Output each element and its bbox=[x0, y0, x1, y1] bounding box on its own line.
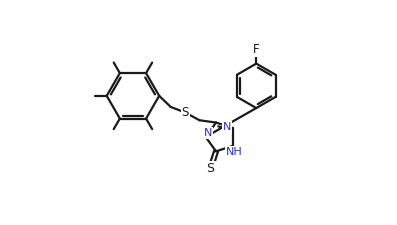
Text: N: N bbox=[204, 128, 212, 138]
Text: NH: NH bbox=[225, 147, 243, 157]
Text: F: F bbox=[253, 43, 260, 56]
Text: S: S bbox=[206, 162, 214, 175]
Text: S: S bbox=[181, 106, 189, 119]
Text: N: N bbox=[223, 122, 231, 132]
